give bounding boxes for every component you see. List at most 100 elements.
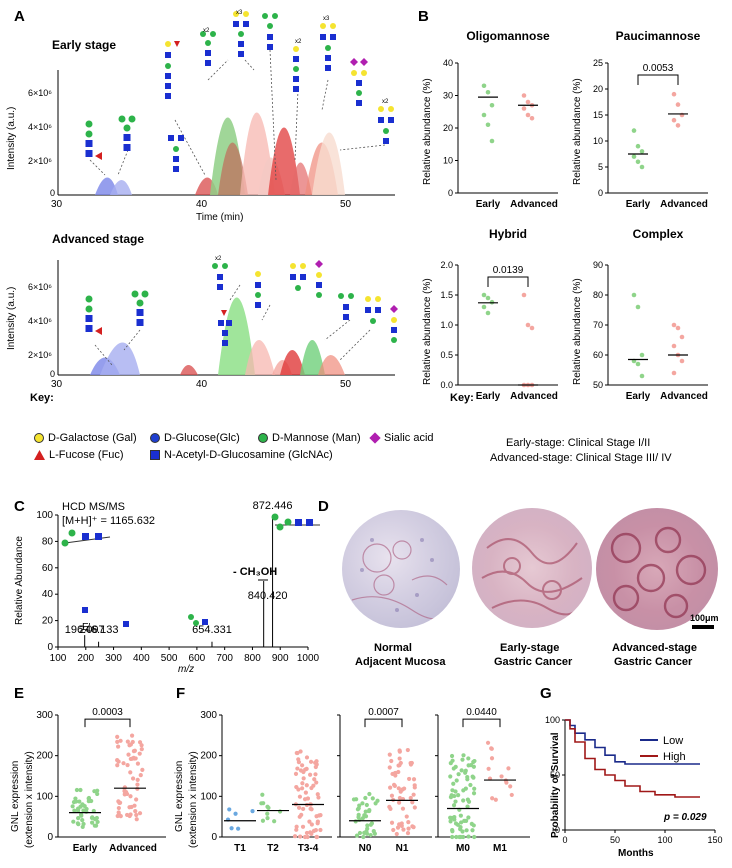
c-fragment-square [123, 621, 129, 627]
b-point-early [481, 112, 487, 118]
b-ytick-label: 0.0 [440, 380, 453, 390]
b-point-advanced [529, 325, 535, 331]
f-xcat: N0 [359, 843, 372, 854]
b-point-early [489, 138, 495, 144]
a-early-ylabel: Intensity (a.u.) [6, 106, 17, 170]
ef-point [400, 806, 406, 811]
ef-ytick-label: 300 [200, 710, 217, 721]
ef-point [509, 792, 514, 798]
advanced-stage-title: Advanced stage [52, 232, 145, 246]
c-xlabel: m/z [178, 664, 195, 675]
b-point-early [631, 292, 637, 298]
c-xtick-label: 200 [77, 653, 94, 664]
b-ytick-label: 60 [593, 350, 603, 360]
d-label-normal-1: Normal [374, 642, 412, 654]
ef-ytick-label: 100 [36, 791, 53, 802]
b-xcat-early: Early [626, 391, 651, 402]
a-xtick: 50 [340, 379, 352, 390]
d-label-early-1: Early-stage [500, 642, 560, 654]
b-ytick-label: 1.5 [440, 290, 453, 300]
ef-point [463, 770, 468, 775]
ef-point [448, 819, 453, 824]
ef-point [410, 800, 415, 805]
ef-point [405, 747, 410, 753]
ef-point [134, 797, 139, 802]
ef-point [391, 827, 396, 833]
b-point-advanced [671, 370, 677, 376]
b-ytick-label: 5 [598, 162, 603, 172]
ef-point [125, 762, 130, 768]
scale-bar [692, 625, 714, 629]
ef-point [453, 799, 458, 804]
b-ytick-label: 20 [593, 84, 603, 94]
ef-point [272, 819, 277, 824]
ef-point [364, 802, 369, 808]
ef-point [138, 773, 143, 778]
b-point-early [631, 128, 637, 133]
a-ytick: 6×10⁶ [28, 88, 52, 98]
ef-point [315, 821, 320, 826]
ef-point [128, 794, 133, 799]
ef-point [78, 787, 83, 793]
ef-ytick-label: 0 [211, 832, 217, 843]
ef-point [471, 764, 476, 769]
b-pvalue: 0.0139 [493, 265, 524, 276]
ef-point [311, 828, 317, 833]
c-glycan-man [271, 513, 279, 521]
ef-point [71, 819, 76, 824]
b-ytick-label: 50 [593, 380, 603, 390]
a-xtick: 40 [196, 199, 208, 210]
panel-f-letter: F [176, 685, 186, 702]
ef-point [313, 772, 318, 777]
panels-e-f-dotplots: 300 200 100 0 0.0003 Early Advanced 300 200 100 0 T… [36, 707, 530, 854]
g-legend-label: Low [663, 735, 683, 747]
ef-point [387, 765, 392, 770]
b-point-early [481, 292, 487, 298]
ef-sig-bracket [364, 718, 403, 728]
ef-point [134, 812, 139, 818]
b-ytick-label: 80 [593, 290, 603, 300]
c-e-label: E'₃ [82, 622, 95, 633]
ef-point [472, 758, 477, 764]
b-point-early [639, 149, 645, 154]
ef-point [304, 755, 310, 760]
a-ytick: 4×10⁶ [28, 316, 52, 326]
ef-point [295, 750, 300, 756]
d-label-adv-1: Advanced-stage [612, 642, 697, 654]
ef-point [115, 813, 120, 819]
b-point-advanced [671, 322, 677, 328]
ef-point [294, 784, 299, 790]
ef-point [412, 805, 417, 810]
c-title-mass: [M+H]⁺ = 1165.632 [62, 515, 156, 527]
ef-point [489, 756, 495, 761]
ef-point [94, 815, 99, 821]
b-subplot-title: Complex [633, 227, 684, 241]
ef-point [308, 806, 313, 811]
ef-point [363, 809, 368, 814]
ef-point [472, 786, 477, 791]
c-xtick-label: 400 [133, 653, 150, 664]
ef-point [388, 806, 393, 811]
ef-point [466, 756, 471, 761]
ef-point [89, 815, 95, 820]
c-ytick-label: 80 [42, 536, 54, 547]
ef-point [404, 814, 409, 819]
b-point-advanced [679, 334, 685, 340]
b-point-advanced [521, 93, 527, 98]
panel-g-survival: 100 50 00 50 100 150 Low High [545, 715, 723, 845]
ef-point [133, 809, 138, 814]
ef-point [137, 811, 143, 816]
c-glycan-glcnac [306, 519, 313, 526]
ef-point [469, 821, 474, 827]
g-ytick-label: 0 [555, 825, 560, 835]
ef-point [406, 776, 412, 782]
ef-point [76, 807, 81, 812]
c-ytick-label: 0 [47, 642, 53, 653]
b-ytick-label: 25 [593, 58, 603, 68]
b-xcat-early: Early [626, 199, 651, 210]
ef-point [73, 796, 78, 801]
ef-point [450, 827, 455, 833]
ef-point [357, 830, 363, 836]
ef-point [355, 807, 361, 812]
ef-point [135, 782, 140, 787]
